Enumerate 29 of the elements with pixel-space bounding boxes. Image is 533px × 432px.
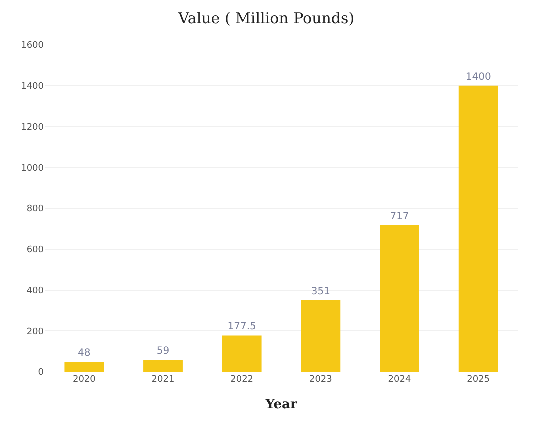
x-tick-label: 2021 xyxy=(152,375,175,385)
y-tick-label: 1000 xyxy=(21,164,44,174)
data-label: 351 xyxy=(311,286,330,298)
bar xyxy=(222,336,262,372)
x-tick-label: 2024 xyxy=(388,375,412,385)
x-tick-label: 2023 xyxy=(309,375,332,385)
chart-title: Value ( Million Pounds) xyxy=(177,9,355,28)
y-tick-label: 1400 xyxy=(21,82,44,92)
y-tick-label: 600 xyxy=(26,246,44,256)
bar xyxy=(144,360,183,372)
x-tick-label: 2025 xyxy=(467,375,490,385)
y-tick-label: 200 xyxy=(26,327,44,338)
data-label: 1400 xyxy=(466,72,492,83)
y-tick-label: 0 xyxy=(38,368,44,378)
y-tick-label: 1600 xyxy=(21,41,44,52)
bar xyxy=(458,86,498,372)
y-tick-label: 1200 xyxy=(21,122,44,133)
x-tick-label: 2020 xyxy=(72,375,96,385)
data-label: 717 xyxy=(390,211,410,222)
bar xyxy=(301,300,341,372)
y-tick-label: 800 xyxy=(26,204,44,215)
bar xyxy=(380,225,420,372)
y-tick-label: 400 xyxy=(26,286,44,296)
x-axis-title: Year xyxy=(264,398,298,413)
data-label: 177.5 xyxy=(228,322,256,333)
x-tick-label: 2022 xyxy=(230,375,254,385)
data-label: 48 xyxy=(78,348,91,360)
data-label: 59 xyxy=(156,346,170,357)
bar xyxy=(64,362,104,372)
